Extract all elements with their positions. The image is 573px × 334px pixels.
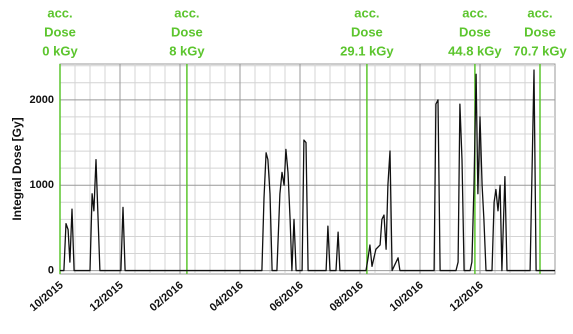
annotation: 70.7 kGy: [513, 43, 567, 58]
data-line: [60, 69, 555, 272]
x-tick-label: 08/2016: [328, 279, 366, 314]
annotation: Dose: [44, 24, 76, 39]
annotation: Dose: [351, 24, 383, 39]
annotation: Dose: [524, 24, 556, 39]
annotation: 44.8 kGy: [448, 43, 502, 58]
y-tick-label: 2000: [30, 94, 54, 106]
annotation: Dose: [171, 24, 203, 39]
annotation: 8 kGy: [169, 43, 205, 58]
annotation: acc.: [527, 5, 552, 20]
annotation: acc.: [174, 5, 199, 20]
x-tick-label: 12/2015: [88, 279, 126, 314]
y-axis-label: Integral Dose [Gy]: [10, 117, 24, 220]
annotation: acc.: [354, 5, 379, 20]
y-tick-label: 1000: [30, 179, 54, 191]
x-tick-label: 04/2016: [208, 279, 246, 314]
x-tick-label: 10/2015: [28, 279, 66, 314]
x-tick-label: 10/2016: [388, 279, 426, 314]
x-tick-label: 02/2016: [148, 279, 186, 314]
annotation: 0 kGy: [42, 43, 78, 58]
x-tick-label: 12/2016: [448, 279, 486, 314]
annotation: Dose: [459, 24, 491, 39]
annotation: acc.: [47, 5, 72, 20]
x-tick-label: 06/2016: [268, 279, 306, 314]
annotation: acc.: [462, 5, 487, 20]
y-tick-label: 0: [48, 264, 54, 276]
annotation: 29.1 kGy: [340, 43, 394, 58]
